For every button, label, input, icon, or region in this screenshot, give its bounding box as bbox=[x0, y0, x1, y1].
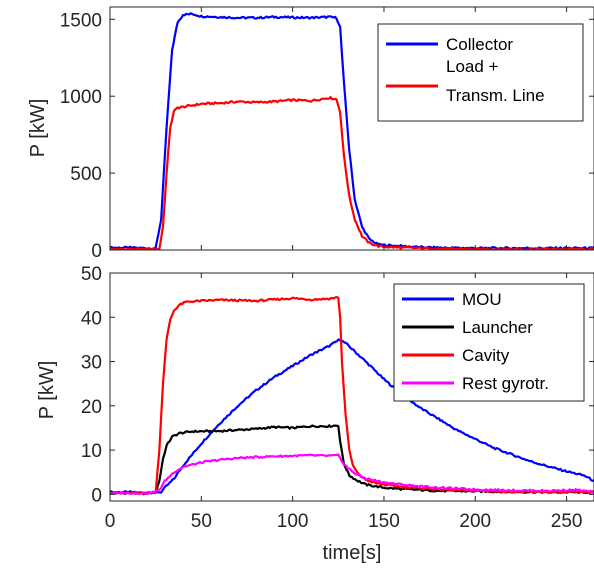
bottom-legend: MOU Launcher Cavity Rest gyrotr. bbox=[393, 283, 585, 402]
series-line-cavity bbox=[110, 295, 594, 495]
y-tick-label: 20 bbox=[81, 397, 102, 418]
x-tick-label: 100 bbox=[277, 511, 309, 532]
series-line-rest-gyrotr bbox=[110, 453, 594, 495]
series-line-mou bbox=[110, 338, 594, 495]
legend-label: Transm. Line bbox=[446, 86, 545, 105]
bottom-y-axis-label: P [kW] bbox=[36, 361, 58, 420]
y-tick-label: 0 bbox=[91, 241, 102, 262]
y-tick-label: 1500 bbox=[60, 10, 102, 31]
y-tick-label: 40 bbox=[81, 308, 102, 329]
x-tick-label: 200 bbox=[459, 511, 491, 532]
y-tick-label: 0 bbox=[91, 485, 102, 506]
bottom-axis-layer: 0 50 100 150 200 250 0 10 20 30 40 50 bbox=[81, 264, 594, 532]
x-axis-label: time[s] bbox=[323, 542, 382, 564]
y-tick-label: 50 bbox=[81, 264, 102, 285]
legend-label: Cavity bbox=[462, 346, 510, 365]
bottom-plot-frame bbox=[109, 272, 594, 502]
legend-label: Launcher bbox=[462, 318, 533, 337]
series-line-collector bbox=[110, 12, 594, 250]
y-tick-label: 10 bbox=[81, 441, 102, 462]
bottom-series-layer bbox=[110, 295, 594, 496]
legend-label: Load + bbox=[446, 57, 499, 76]
legend-label: Rest gyrotr. bbox=[462, 374, 549, 393]
top-power-chart: 0 500 1000 1500 P [kW] Collector Load + Trans… bbox=[27, 6, 594, 262]
y-tick-label: 1000 bbox=[60, 87, 102, 108]
y-tick-label: 30 bbox=[81, 353, 102, 374]
top-legend: Collector Load + Transm. Line bbox=[377, 23, 584, 122]
top-y-axis-label: P [kW] bbox=[27, 99, 49, 158]
x-tick-label: 150 bbox=[368, 511, 400, 532]
top-axis-layer: 0 500 1000 1500 bbox=[60, 7, 594, 262]
legend-label: Collector bbox=[446, 35, 513, 54]
x-tick-label: 50 bbox=[191, 511, 212, 532]
legend-box bbox=[377, 23, 584, 122]
y-tick-label: 500 bbox=[70, 164, 102, 185]
top-plot-frame bbox=[109, 6, 594, 251]
bottom-power-chart: 0 50 100 150 200 250 0 10 20 30 40 50 P [kW] time[s… bbox=[36, 264, 594, 564]
x-tick-label: 250 bbox=[551, 511, 583, 532]
x-tick-label: 0 bbox=[105, 511, 116, 532]
legend-label: MOU bbox=[462, 290, 502, 309]
